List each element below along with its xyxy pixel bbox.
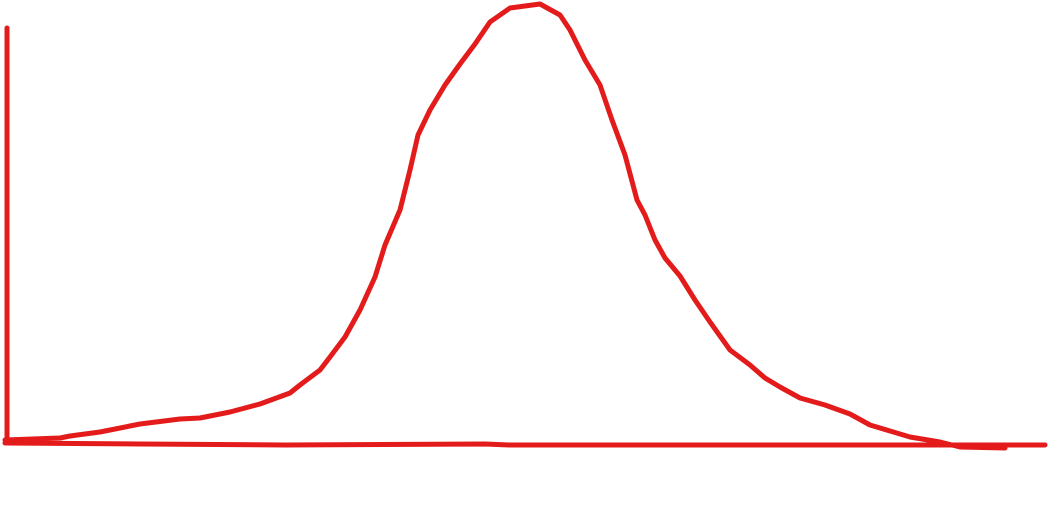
bell-curve — [2, 1, 1008, 451]
x-axis-line — [2, 440, 1048, 448]
